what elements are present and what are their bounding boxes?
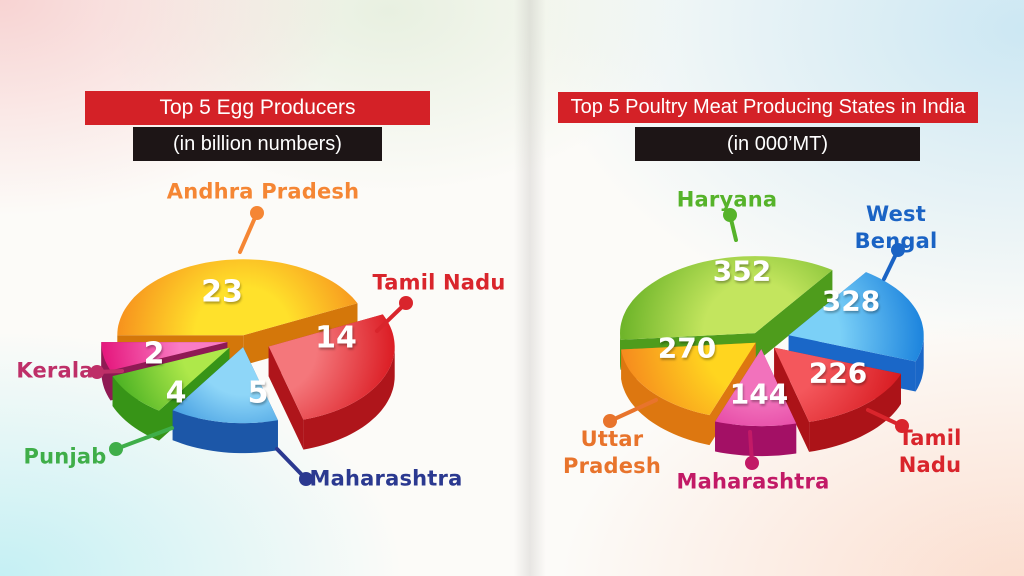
left-chart-title-banner: Top 5 Egg Producers xyxy=(85,91,430,125)
panel-divider xyxy=(514,0,546,576)
leader-dot-punjab xyxy=(109,442,123,456)
leader-dot-maharashtra xyxy=(745,456,759,470)
pie-slice-maharashtra xyxy=(715,349,797,427)
leader-dot-tamil-nadu xyxy=(399,296,413,310)
slice-label-maharashtra: Maharashtra xyxy=(676,469,830,494)
leader-line-andhra-pradesh xyxy=(238,211,259,254)
leader-dot-kerala xyxy=(90,365,104,379)
slice-value-tamil-nadu: 226 xyxy=(809,357,867,390)
pie-slice-west-bengal xyxy=(788,272,924,362)
slice-value-andhra-pradesh: 23 xyxy=(201,275,243,310)
pie-slice-rim-maharashtra xyxy=(715,421,797,457)
right-chart-title-banner: Top 5 Poultry Meat Producing States in I… xyxy=(558,92,978,123)
leader-dot-maharashtra xyxy=(299,472,313,486)
pie-slice-tamil-nadu xyxy=(774,347,901,422)
slice-value-kerala: 2 xyxy=(144,337,165,372)
pie-slice-punjab xyxy=(112,347,230,411)
leader-dot-uttar-pradesh xyxy=(603,414,617,428)
pie-slice-uttar-pradesh xyxy=(621,342,756,416)
leader-dot-tamil-nadu xyxy=(895,419,909,433)
pie-slice-rim-punjab xyxy=(112,376,159,441)
pie-slice-wall-tamil-nadu xyxy=(268,346,304,450)
leader-dot-andhra-pradesh xyxy=(250,206,264,220)
slice-value-maharashtra: 5 xyxy=(248,376,269,411)
pie-slice-maharashtra xyxy=(172,347,278,424)
pie-slice-rim-tamil-nadu xyxy=(809,373,901,452)
left-chart-subtitle-banner: (in billion numbers) xyxy=(133,127,382,161)
slice-label-kerala: Kerala xyxy=(16,358,94,383)
pie-slice-haryana xyxy=(620,256,833,340)
slice-label-punjab: Punjab xyxy=(23,444,107,469)
slice-value-uttar-pradesh: 270 xyxy=(658,332,716,365)
pie-slice-rim-tamil-nadu xyxy=(303,346,395,450)
pie-slice-wall-tamil-nadu xyxy=(774,347,810,452)
slice-value-west-bengal: 328 xyxy=(822,285,880,318)
slice-label-west-bengal: West Bengal xyxy=(854,202,938,253)
pie-slice-wall-haryana xyxy=(755,270,833,364)
pie-slice-rim-maharashtra xyxy=(172,410,278,454)
leader-dot-west-bengal xyxy=(891,243,905,257)
leader-line-punjab xyxy=(114,426,174,451)
pie-slice-andhra-pradesh xyxy=(117,259,358,336)
pie-slice-kerala xyxy=(101,342,228,371)
slice-value-maharashtra: 144 xyxy=(730,378,788,411)
slice-label-uttar-pradesh: Uttar Pradesh xyxy=(562,427,662,478)
leader-line-uttar-pradesh xyxy=(608,398,658,423)
pie-slice-tamil-nadu xyxy=(268,314,395,420)
slice-label-haryana: Haryana xyxy=(676,187,778,212)
slice-label-tamil-nadu: Tamil Nadu xyxy=(372,270,506,295)
slice-label-andhra-pradesh: Andhra Pradesh xyxy=(166,179,360,204)
slice-label-maharashtra: Maharashtra xyxy=(309,466,463,491)
slice-label-tamil-nadu: Tamil Nadu xyxy=(898,426,962,477)
slice-value-haryana: 352 xyxy=(713,255,771,288)
pie-slice-rim-uttar-pradesh xyxy=(621,349,710,446)
slice-value-tamil-nadu: 14 xyxy=(315,321,357,356)
right-chart-subtitle-banner: (in 000’MT) xyxy=(635,127,920,161)
slice-value-punjab: 4 xyxy=(166,376,187,411)
leader-dot-haryana xyxy=(723,208,737,222)
pie-slice-rim-west-bengal xyxy=(915,335,924,392)
pie-slice-rim-haryana xyxy=(620,333,621,370)
